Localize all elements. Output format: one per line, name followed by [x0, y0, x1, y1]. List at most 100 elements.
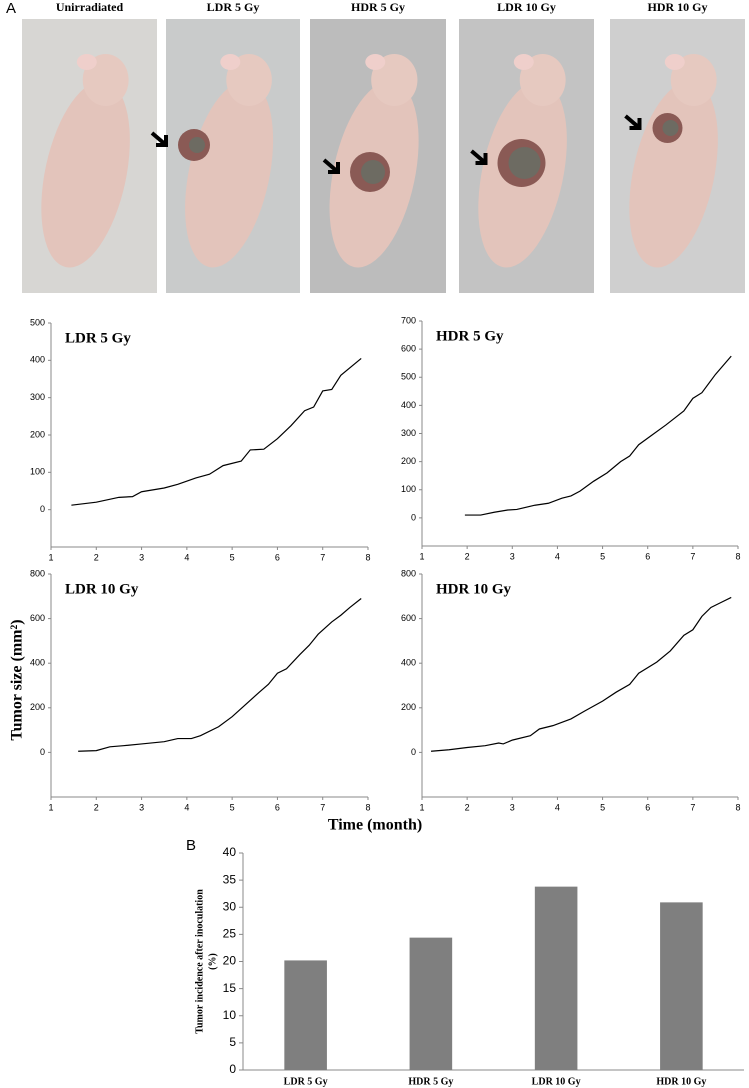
arrow — [624, 114, 642, 130]
x-tick-label: 1 — [48, 552, 53, 562]
x-tick-label: HDR 5 Gy — [408, 1076, 453, 1087]
x-tick-label: 7 — [690, 551, 695, 561]
chart-title: HDR 10 Gy — [436, 581, 512, 597]
y-axis-label: Tumor size (mm²) — [9, 619, 26, 740]
x-tick-label: 7 — [690, 802, 695, 812]
mouse-ear — [365, 54, 386, 70]
y-tick-label: 0 — [229, 1062, 236, 1076]
x-tick-label: 8 — [735, 551, 740, 561]
arrow — [470, 149, 488, 165]
y-tick-label: 500 — [30, 317, 45, 327]
y-tick-label: 20 — [223, 954, 237, 968]
chart-title: LDR 10 Gy — [65, 581, 139, 597]
x-tick-label: 7 — [320, 552, 325, 562]
y-tick-label: 400 — [30, 355, 45, 365]
x-tick-label: 8 — [735, 802, 740, 812]
tumor-core — [361, 160, 385, 184]
data-line — [71, 358, 362, 506]
bar — [409, 937, 453, 1070]
arrow — [150, 131, 168, 147]
y-axis-label: (%) — [207, 953, 218, 970]
y-tick-label: 600 — [30, 613, 45, 623]
x-tick-label: 1 — [419, 802, 424, 812]
chart-title: HDR 5 Gy — [436, 328, 504, 344]
mouse-body — [629, 80, 718, 268]
photo-label: HDR 10 Gy — [648, 0, 708, 14]
photo-label: LDR 10 Gy — [497, 0, 556, 14]
mouse-ear — [664, 54, 685, 70]
x-tick-label: 5 — [230, 552, 235, 562]
y-tick-label: 200 — [30, 429, 45, 439]
x-tick-label: 4 — [555, 802, 560, 812]
y-tick-label: 400 — [401, 658, 416, 668]
bar — [534, 886, 578, 1070]
y-tick-label: 400 — [30, 658, 45, 668]
mouse-ear — [513, 54, 534, 70]
y-tick-label: 0 — [40, 747, 45, 757]
x-tick-label: 4 — [184, 802, 189, 812]
bar — [660, 902, 703, 1070]
x-tick-label: 2 — [94, 552, 99, 562]
x-tick-label: 5 — [600, 551, 605, 561]
y-tick-label: 0 — [411, 747, 416, 757]
bar — [284, 960, 327, 1070]
x-tick-label: 7 — [320, 802, 325, 812]
data-line — [464, 355, 732, 516]
x-tick-label: 4 — [184, 552, 189, 562]
x-tick-label: 1 — [419, 551, 424, 561]
y-tick-label: 100 — [401, 484, 416, 494]
y-tick-label: 300 — [30, 392, 45, 402]
photo-row: Unirradiated LDR 5 Gy HDR 5 Gy LDR 10 Gy HDR… — [22, 0, 745, 293]
tumor-core — [662, 120, 679, 136]
x-tick-label: LDR 5 Gy — [284, 1076, 328, 1087]
photo-label: HDR 5 Gy — [351, 0, 405, 14]
y-tick-label: 500 — [401, 372, 416, 382]
tumor-core — [189, 137, 205, 153]
x-tick-label: 6 — [275, 802, 280, 812]
x-tick-label: 5 — [600, 802, 605, 812]
x-tick-label: 6 — [645, 551, 650, 561]
x-tick-label: 5 — [230, 802, 235, 812]
y-tick-label: 0 — [40, 504, 45, 514]
y-tick-label: 800 — [401, 568, 416, 578]
y-tick-label: 0 — [411, 512, 416, 522]
photo-label: LDR 5 Gy — [207, 0, 260, 14]
x-tick-label: 3 — [139, 552, 144, 562]
x-tick-label: 8 — [365, 552, 370, 562]
mouse-ear — [220, 54, 241, 70]
x-tick-label: 6 — [275, 552, 280, 562]
y-tick-label: 200 — [30, 702, 45, 712]
y-tick-label: 300 — [401, 428, 416, 438]
y-tick-label: 600 — [401, 344, 416, 354]
y-tick-label: 10 — [223, 1008, 237, 1022]
panel-label: B — [186, 837, 196, 854]
panel-label: A — [6, 0, 16, 17]
data-line — [430, 596, 732, 752]
tumor-core — [508, 147, 541, 179]
y-tick-label: 35 — [223, 872, 237, 886]
y-tick-label: 800 — [30, 568, 45, 578]
x-tick-label: 6 — [645, 802, 650, 812]
y-tick-label: 5 — [229, 1035, 236, 1049]
photo-label: Unirradiated — [56, 0, 124, 14]
x-tick-label: 2 — [94, 802, 99, 812]
x-tick-label: 8 — [365, 802, 370, 812]
x-tick-label: 3 — [510, 802, 515, 812]
y-tick-label: 25 — [223, 927, 237, 941]
y-tick-label: 30 — [223, 899, 237, 913]
y-tick-label: 40 — [223, 845, 237, 859]
y-tick-label: 600 — [401, 613, 416, 623]
y-tick-label: 400 — [401, 400, 416, 410]
y-tick-label: 200 — [401, 456, 416, 466]
data-line — [78, 598, 362, 752]
mouse-ear — [76, 54, 97, 70]
x-tick-label: 3 — [510, 551, 515, 561]
chart-title: LDR 5 Gy — [65, 330, 131, 346]
mouse-body — [185, 80, 274, 268]
arrow — [322, 158, 340, 174]
x-tick-label: LDR 10 Gy — [532, 1076, 581, 1087]
x-tick-label: 2 — [465, 551, 470, 561]
y-tick-label: 15 — [223, 981, 237, 995]
mouse-body — [41, 80, 130, 268]
